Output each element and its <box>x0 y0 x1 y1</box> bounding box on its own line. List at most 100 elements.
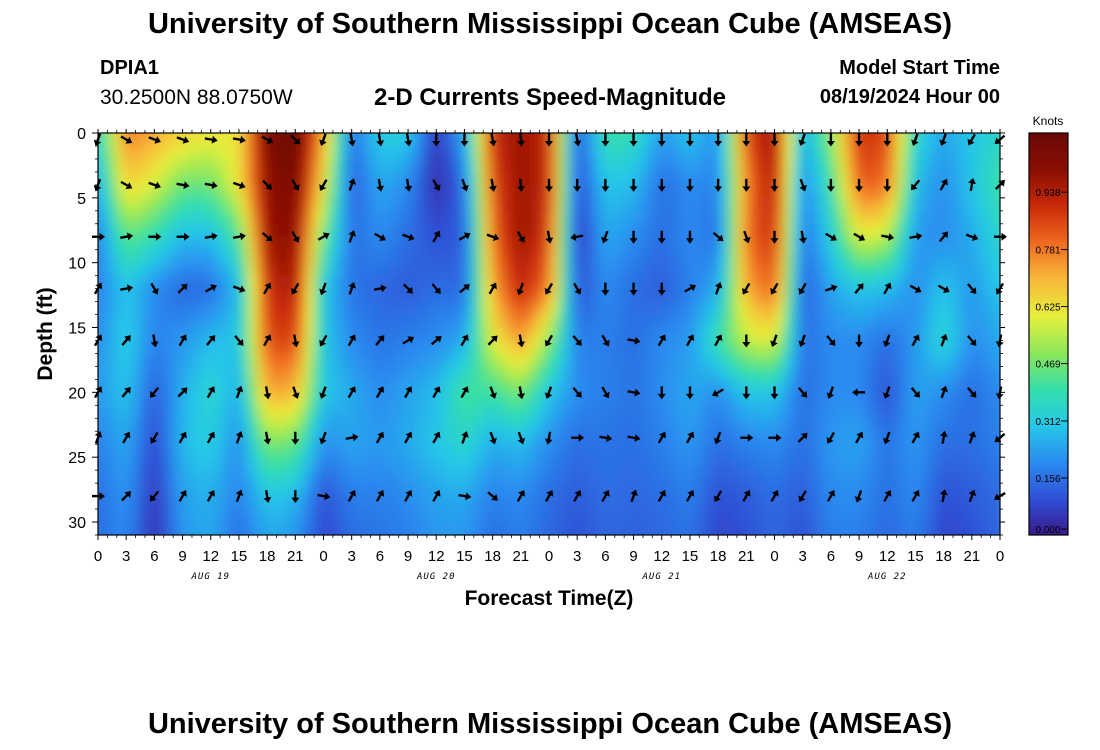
heatmap-cell <box>1000 418 1010 432</box>
heatmap-cell <box>98 158 99 173</box>
heatmap-cell <box>511 340 522 355</box>
heatmap-cell <box>136 535 146 549</box>
heatmap-cell <box>783 184 794 199</box>
heatmap-cell <box>220 418 231 432</box>
current-arrow <box>150 282 159 295</box>
station-id: DPIA1 <box>100 57 159 79</box>
heatmap-cell <box>586 470 597 484</box>
heatmap-cell <box>210 405 221 419</box>
heatmap-cell <box>830 184 841 199</box>
heatmap-cell <box>671 223 682 238</box>
heatmap-cell <box>605 522 616 535</box>
heatmap-cell <box>211 535 221 549</box>
heatmap-cell <box>154 210 165 225</box>
heatmap-cell <box>248 288 259 303</box>
heatmap-cell <box>821 483 832 497</box>
heatmap-cell <box>567 133 578 147</box>
heatmap-cell <box>426 275 437 290</box>
heatmap-cell <box>624 444 635 458</box>
heatmap-cell <box>689 288 700 303</box>
heatmap-cell <box>144 223 155 238</box>
heatmap-cell <box>642 236 653 251</box>
heatmap-cell <box>624 470 635 484</box>
heatmap-cell <box>689 457 700 471</box>
arrow-head <box>882 392 891 399</box>
arrow-head <box>149 390 157 398</box>
heatmap-cell <box>398 145 409 160</box>
arrow-head <box>348 178 356 185</box>
heatmap-cell <box>502 366 513 380</box>
heatmap-cell <box>783 340 794 355</box>
heatmap-cell <box>191 314 202 329</box>
heatmap-cell <box>144 340 155 355</box>
arrow-head <box>912 431 920 439</box>
heatmap-cell <box>455 275 466 290</box>
heatmap-cell <box>718 327 729 342</box>
heatmap-cell <box>201 470 212 484</box>
heatmap-cell <box>332 158 343 173</box>
heatmap-cell <box>436 223 447 238</box>
heatmap-cell <box>812 522 823 535</box>
heatmap-cell <box>1000 457 1010 471</box>
heatmap-cell <box>276 496 287 510</box>
heatmap-cell <box>182 262 193 277</box>
heatmap-cell <box>520 522 531 535</box>
heatmap-cell <box>436 366 447 380</box>
heatmap-cell <box>314 197 325 212</box>
current-arrow <box>177 387 188 398</box>
heatmap-cell <box>323 314 334 329</box>
heatmap-cell <box>943 314 954 329</box>
heatmap-cell <box>642 353 653 368</box>
x-tick-label: 9 <box>855 548 863 565</box>
arrow-head <box>123 431 131 439</box>
heatmap-cell <box>257 249 268 264</box>
heatmap-cell <box>361 353 372 368</box>
arrow-head <box>798 139 806 147</box>
heatmap-cell <box>642 249 653 264</box>
heatmap-cell <box>464 470 475 484</box>
heatmap-cell <box>633 327 644 342</box>
colorbar-units: Knots <box>1033 114 1064 128</box>
heatmap-cell <box>887 158 898 173</box>
heatmap-cell <box>595 405 606 419</box>
heatmap-cell <box>436 535 446 549</box>
heatmap-cell <box>464 483 475 497</box>
current-arrow <box>93 334 103 347</box>
heatmap-cell <box>558 133 569 134</box>
heatmap-cell <box>426 457 437 471</box>
heatmap-cell <box>276 223 287 238</box>
heatmap-cell <box>924 353 935 368</box>
heatmap-cell <box>332 184 343 199</box>
heatmap-cell <box>1000 159 1010 173</box>
arrow-head <box>95 386 103 394</box>
heatmap-cell <box>1000 315 1010 329</box>
heatmap-cell <box>379 470 390 484</box>
heatmap-cell <box>530 197 541 212</box>
arrow-head <box>264 334 272 342</box>
heatmap-cell <box>624 340 635 355</box>
heatmap-cell <box>990 444 1000 458</box>
heatmap-cell <box>191 418 202 432</box>
heatmap-cell <box>830 470 841 484</box>
heatmap-cell <box>238 496 249 510</box>
heatmap-cell <box>859 249 870 264</box>
heatmap-cell <box>859 314 870 329</box>
heatmap-cell <box>821 470 832 484</box>
heatmap-cell <box>530 340 541 355</box>
heatmap-cell <box>652 535 662 549</box>
heatmap-cell <box>539 314 550 329</box>
heatmap-cell <box>877 314 888 329</box>
heatmap-cell <box>238 301 249 316</box>
heatmap-cell <box>887 405 898 419</box>
heatmap-cell <box>426 145 437 160</box>
heatmap-cell <box>642 431 653 445</box>
heatmap-cell <box>840 496 851 510</box>
heatmap-cell <box>595 133 606 147</box>
heatmap-cell <box>774 223 785 238</box>
heatmap-cell <box>173 288 184 303</box>
heatmap-cell <box>502 496 513 510</box>
heatmap-cell <box>342 171 353 186</box>
heatmap-cell <box>492 184 503 199</box>
heatmap-cell <box>464 496 475 510</box>
heatmap-cell <box>642 457 653 471</box>
